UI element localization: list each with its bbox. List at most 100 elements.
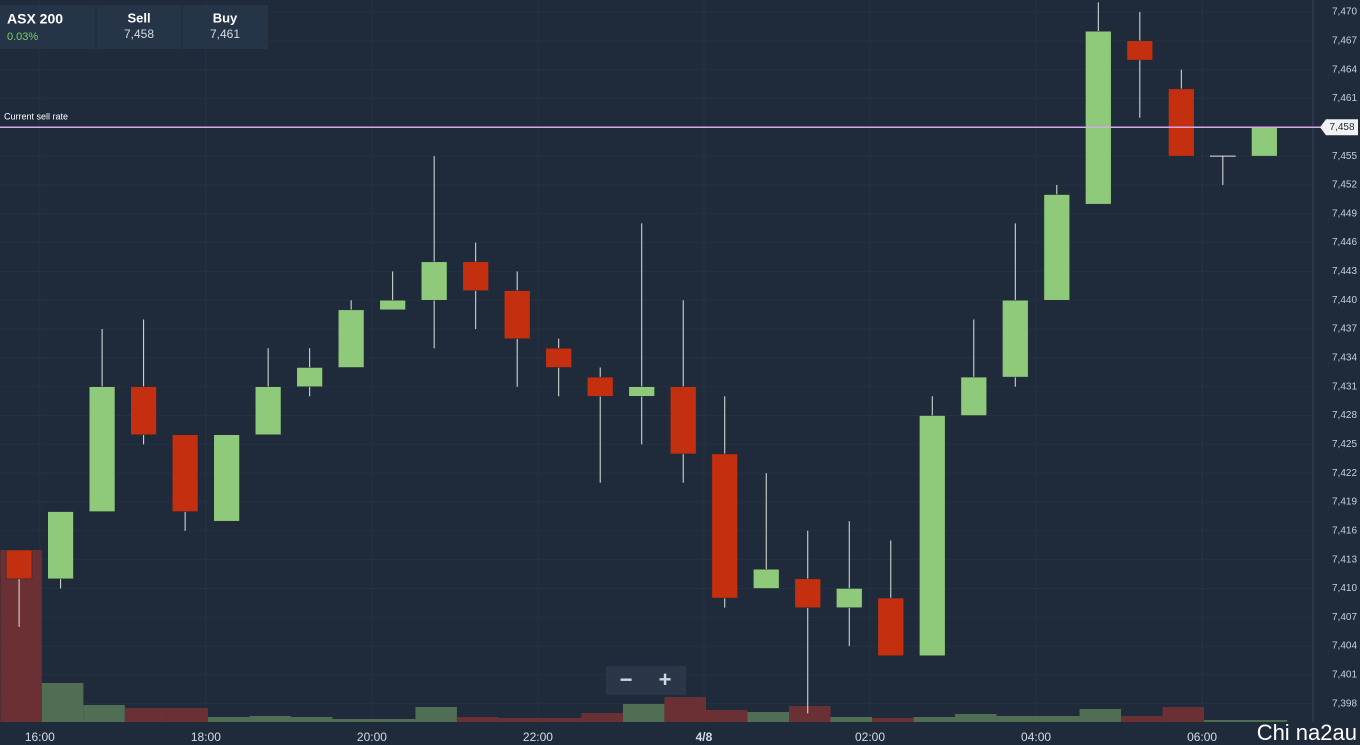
candle-body — [877, 597, 904, 656]
candle-body — [711, 453, 738, 599]
x-tick-label: 16:00 — [25, 730, 55, 744]
volume-bar — [373, 719, 416, 722]
candle-body — [462, 261, 489, 291]
candle-body — [504, 290, 531, 339]
volume-bar — [913, 717, 956, 722]
y-tick-label: 7,470 — [1332, 7, 1357, 18]
candle-body — [1126, 40, 1153, 61]
y-tick-label: 7,425 — [1332, 439, 1357, 450]
x-tick-label: 02:00 — [855, 730, 885, 744]
candle-body — [836, 588, 863, 608]
volume-bar — [83, 705, 125, 722]
x-tick-label: 22:00 — [523, 730, 553, 744]
volume-bar — [788, 706, 831, 722]
x-tick-label: 04:00 — [1021, 730, 1051, 744]
zoom-in[interactable]: + — [659, 667, 672, 692]
y-tick-label: 7,401 — [1332, 670, 1357, 681]
volume-bar — [872, 718, 914, 722]
volume-bar — [166, 708, 208, 722]
y-tick-label: 7,398 — [1332, 698, 1357, 709]
y-tick-label: 7,431 — [1332, 381, 1357, 392]
candle-body — [919, 415, 946, 656]
volume-bar — [996, 716, 1039, 722]
sell-label: Sell — [127, 10, 150, 25]
x-tick-label: 4/8 — [696, 730, 713, 744]
volume-bar — [124, 708, 167, 722]
candle-body — [794, 578, 821, 608]
watermark: Chi na2au — [1257, 720, 1357, 745]
candle-body — [379, 299, 406, 311]
candle-body — [753, 568, 780, 589]
candle-body — [1251, 127, 1278, 157]
volume-bar — [830, 717, 873, 722]
y-tick-label: 7,452 — [1332, 180, 1357, 191]
candle-body — [670, 386, 697, 455]
candle-body — [213, 434, 240, 522]
volume-bar — [1204, 720, 1246, 722]
reference-label: Current sell rate — [4, 112, 68, 122]
y-tick-label: 7,410 — [1332, 583, 1357, 594]
volume-bar — [955, 714, 997, 722]
volume-bar — [1038, 716, 1080, 722]
change: 0.03% — [7, 31, 38, 43]
buy-price[interactable]: 7,461 — [210, 27, 240, 41]
volume-bar — [1162, 707, 1205, 722]
volume-bar — [249, 716, 291, 722]
zoom-out[interactable]: − — [620, 667, 633, 692]
volume-bar — [664, 697, 706, 722]
zoom-bg — [606, 666, 686, 695]
candle-body — [47, 511, 74, 580]
volume-bar — [539, 718, 582, 722]
y-tick-label: 7,413 — [1332, 554, 1357, 565]
candle-body — [5, 549, 33, 580]
price-tag-label: 7,458 — [1329, 122, 1354, 133]
y-tick-label: 7,437 — [1332, 324, 1357, 335]
volume-bar — [290, 717, 333, 722]
sell-price[interactable]: 7,458 — [124, 27, 154, 41]
y-tick-label: 7,434 — [1332, 353, 1357, 364]
volume-bar — [705, 710, 748, 722]
volume-bar — [581, 713, 623, 722]
price-tag — [1320, 119, 1358, 136]
y-tick-label: 7,449 — [1332, 208, 1357, 219]
candle-body — [338, 309, 365, 368]
y-tick-label: 7,428 — [1332, 410, 1357, 421]
volume-bar — [1079, 709, 1122, 722]
volume-bar — [1121, 716, 1163, 722]
candle-body — [1043, 194, 1070, 301]
volume-bar — [41, 683, 84, 722]
candle-body — [587, 376, 614, 397]
candle-body — [130, 386, 157, 435]
candle-body — [296, 367, 323, 387]
buy-label: Buy — [213, 10, 238, 25]
y-tick-label: 7,416 — [1332, 525, 1357, 536]
volume-bar — [622, 704, 665, 722]
y-tick-label: 7,422 — [1332, 468, 1357, 479]
candle-body — [172, 434, 199, 512]
candle-body — [1168, 88, 1195, 157]
y-tick-label: 7,419 — [1332, 497, 1357, 508]
volume-bar — [207, 717, 250, 722]
header-bg — [0, 5, 268, 49]
x-tick-label: 20:00 — [357, 730, 387, 744]
candle-body — [545, 348, 572, 368]
grid — [0, 0, 1313, 722]
volume-layer — [0, 550, 1288, 722]
y-tick-label: 7,461 — [1332, 93, 1357, 104]
y-tick-label: 7,446 — [1332, 237, 1357, 248]
zoom-controls: − + — [606, 666, 686, 695]
volume-bar — [456, 717, 499, 722]
y-tick-label: 7,407 — [1332, 612, 1357, 623]
x-tick-label: 18:00 — [191, 730, 221, 744]
y-tick-label: 7,467 — [1332, 35, 1357, 46]
y-tick-label: 7,464 — [1332, 64, 1357, 75]
instrument: ASX 200 — [7, 11, 63, 27]
candle-body — [628, 386, 655, 397]
volume-bar — [747, 712, 789, 722]
candle-body — [88, 386, 116, 512]
candle-body — [1085, 30, 1112, 205]
y-tick-label: 7,440 — [1332, 295, 1357, 306]
header-panel: ASX 200 0.03% Sell 7,458 Buy 7,461 — [0, 5, 268, 49]
